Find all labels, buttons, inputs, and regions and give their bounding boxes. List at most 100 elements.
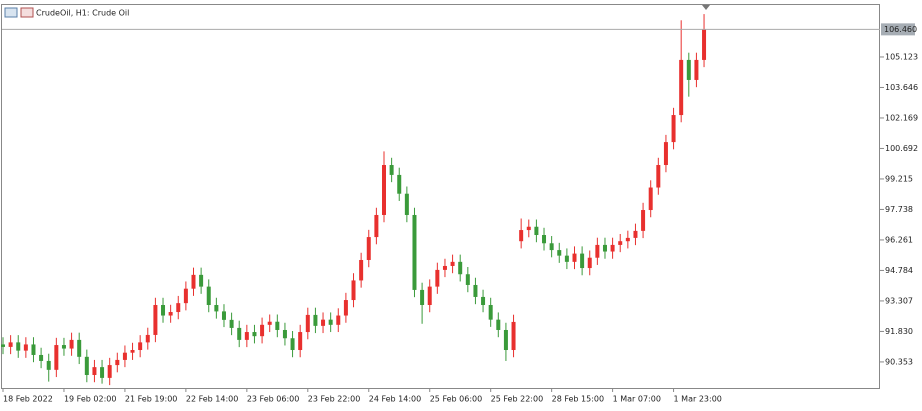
candle-body: [313, 314, 318, 326]
candle-body: [503, 329, 508, 351]
candle-body: [191, 274, 196, 289]
candle-body: [465, 274, 470, 285]
candle-body: [229, 319, 234, 328]
candle-body: [298, 332, 303, 351]
candle-body: [161, 304, 166, 316]
candle-body: [92, 367, 97, 375]
candle-body: [221, 311, 226, 320]
candle-body: [618, 241, 623, 245]
candle-body: [115, 359, 120, 366]
candle-body: [69, 339, 74, 349]
candle-body: [382, 165, 386, 215]
candle-body: [648, 187, 653, 211]
candle-body: [412, 214, 417, 290]
candle-body: [435, 269, 440, 287]
candle-body: [260, 324, 265, 337]
candle-body: [214, 304, 219, 312]
candle-body: [328, 319, 333, 325]
candle-body: [23, 344, 28, 351]
chart-title: CrudeOil, H1: Crude Oil: [36, 9, 129, 18]
candle-body: [199, 274, 204, 287]
x-tick-label: 19 Feb 02:00: [64, 395, 116, 404]
y-tick-label: 100.692: [885, 144, 918, 153]
candle-body: [366, 237, 371, 260]
candle-body: [572, 253, 577, 262]
x-tick-label: 21 Feb 19:00: [125, 395, 177, 404]
x-tick-label: 23 Feb 22:00: [308, 395, 360, 404]
candle-body: [679, 59, 684, 116]
icon: [4, 7, 18, 18]
candle-body: [122, 352, 127, 360]
candle-body: [374, 214, 379, 238]
candle-body: [511, 321, 516, 351]
y-tick-label: 90.353: [885, 357, 913, 366]
candle-body: [404, 193, 409, 215]
candle-body: [595, 244, 600, 258]
candle-body: [610, 244, 615, 252]
candle-body: [702, 29, 707, 60]
x-tick-label: 18 Feb 2022: [3, 395, 53, 404]
y-tick-label: 97.738: [885, 205, 913, 214]
candle-body: [39, 354, 44, 361]
candle-body: [31, 344, 36, 355]
candle-body: [450, 261, 455, 266]
candle-body: [351, 280, 356, 301]
candle-body: [321, 319, 326, 326]
x-tick-label: 1 Mar 23:00: [674, 395, 722, 404]
x-tick-label: 22 Feb 14:00: [186, 395, 238, 404]
candle-body: [481, 296, 486, 305]
candle-body: [686, 59, 691, 80]
candle-body: [549, 243, 554, 251]
candle-body: [671, 115, 676, 143]
candle-body: [427, 286, 432, 305]
candle-body: [46, 360, 51, 370]
candle-body: [389, 165, 394, 175]
candle-body: [694, 59, 699, 80]
candle-body: [100, 367, 105, 378]
candle-body: [602, 244, 607, 252]
candle-body: [153, 304, 158, 335]
candle-body: [237, 327, 242, 340]
x-tick-label: 23 Feb 06:00: [247, 395, 299, 404]
candle-body: [496, 319, 501, 330]
x-tick-label: 28 Feb 15:00: [552, 395, 604, 404]
candle-body: [641, 210, 646, 231]
candle-body: [267, 321, 272, 325]
candle-body: [663, 142, 668, 166]
candle-body: [343, 300, 348, 316]
x-tick-label: 25 Feb 06:00: [430, 395, 482, 404]
y-tick-label: 93.307: [885, 296, 913, 305]
candle-body: [542, 235, 547, 244]
candle-body: [54, 345, 59, 370]
price-label-box: [881, 23, 915, 36]
candle-body: [183, 288, 188, 304]
candle-body: [168, 312, 173, 316]
candle-body: [16, 342, 21, 351]
candle-body: [138, 342, 143, 351]
candle-body: [458, 261, 463, 275]
candle-body: [61, 345, 66, 349]
candle-body: [587, 257, 592, 269]
x-tick-label: 25 Feb 22:00: [491, 395, 543, 404]
candle-body: [130, 350, 135, 353]
candle-body: [656, 165, 661, 188]
candle-body: [1, 344, 5, 347]
plot-frame: [1, 4, 880, 389]
candle-body: [282, 329, 287, 339]
candle-body: [145, 334, 150, 343]
candle-body: [77, 339, 82, 357]
candle-body: [488, 304, 493, 320]
candle-body: [625, 237, 630, 242]
price-label: 106.460: [884, 25, 917, 34]
y-tick-label: 91.830: [885, 327, 913, 336]
y-tick-label: 99.215: [885, 174, 913, 183]
x-tick-label: 1 Mar 07:00: [613, 395, 661, 404]
candle-body: [290, 338, 295, 351]
candle-body: [580, 253, 585, 269]
candle-body: [633, 230, 638, 238]
candle-body: [519, 230, 524, 242]
candle-body: [252, 332, 257, 337]
